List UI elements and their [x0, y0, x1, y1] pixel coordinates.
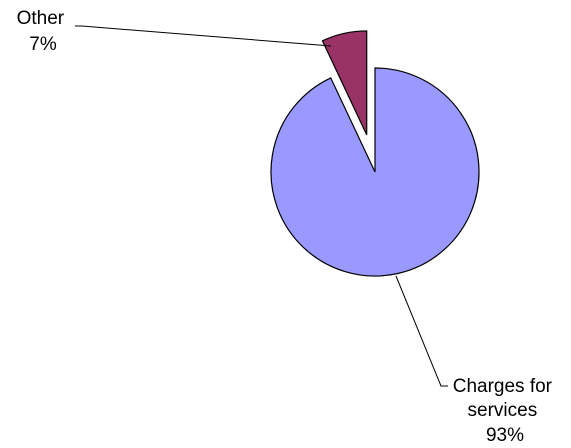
slice-label-charges-line-2: services	[468, 400, 538, 421]
pie-slice-charges-for-services	[270, 67, 480, 277]
leader-line-charges-for-services	[395, 275, 448, 387]
slice-label-other-name: Other	[17, 8, 65, 29]
slices-layer	[270, 30, 480, 277]
leader-lines-layer	[75, 25, 448, 387]
slice-label-other: Other 7%	[17, 8, 70, 55]
slice-label-other-percent: 7%	[29, 34, 57, 55]
labels-layer: Other 7% Charges for services 93%	[17, 8, 558, 446]
slice-label-charges-percent: 93%	[486, 425, 524, 446]
slice-label-charges-for-services: Charges for services 93%	[453, 376, 558, 446]
pie-slice-other	[321, 30, 368, 136]
leader-line-other	[75, 25, 332, 47]
slice-label-charges-line-1: Charges for	[453, 376, 553, 397]
